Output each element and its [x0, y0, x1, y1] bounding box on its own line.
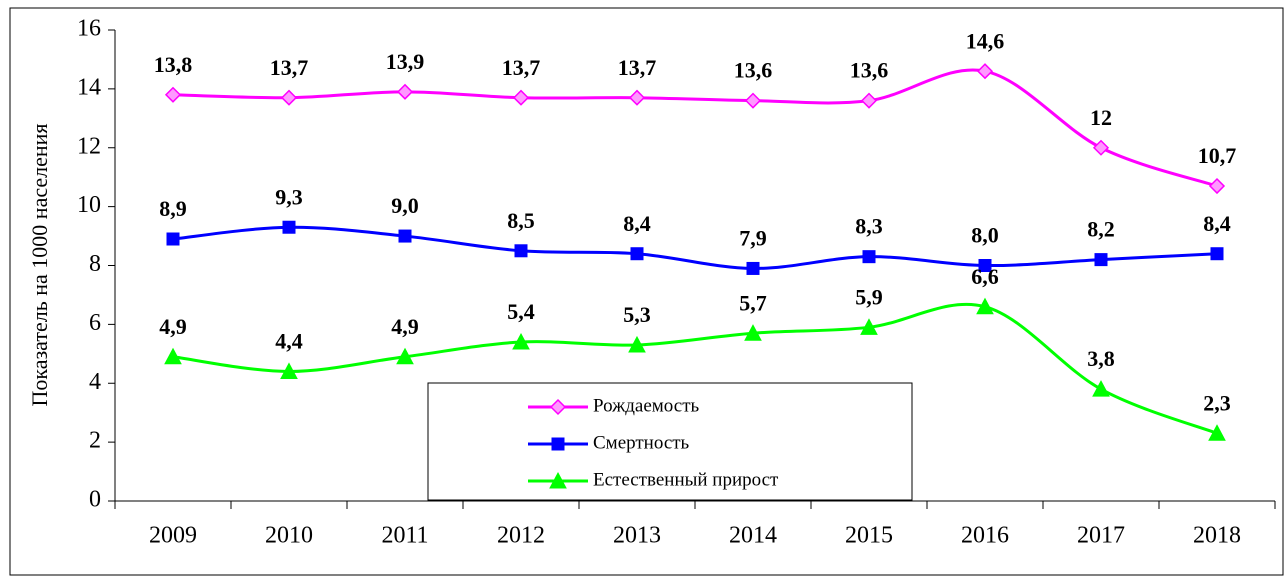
data-label: 5,9 [855, 284, 883, 309]
point [1092, 380, 1110, 397]
data-label: 7,9 [739, 225, 767, 250]
x-tick-label: 2009 [149, 523, 197, 549]
y-axis-label: Показатель на 1000 населения [27, 123, 52, 406]
data-label: 14,6 [966, 28, 1005, 53]
point [860, 318, 878, 335]
x-tick-label: 2013 [613, 523, 661, 549]
data-label: 5,4 [507, 299, 535, 324]
y-tick-label: 0 [89, 487, 101, 513]
data-label: 13,7 [270, 55, 309, 80]
legend-label: Естественный прирост [593, 469, 779, 490]
x-tick-label: 2010 [265, 523, 313, 549]
legend-label: Смертность [593, 432, 690, 453]
x-tick-label: 2012 [497, 523, 545, 549]
series-line [172, 302, 1218, 435]
data-label: 13,7 [618, 55, 657, 80]
data-label: 8,5 [507, 208, 535, 233]
series-line [172, 68, 1218, 188]
data-label: 13,7 [502, 55, 541, 80]
data-label: 2,3 [1203, 390, 1231, 415]
legend-marker [549, 398, 567, 416]
data-label: 5,7 [739, 290, 767, 315]
point [1208, 424, 1226, 441]
x-tick-label: 2014 [729, 523, 777, 549]
data-label: 8,3 [855, 214, 883, 239]
data-label: 8,4 [623, 211, 651, 236]
data-label: 5,3 [623, 302, 651, 327]
y-tick-label: 8 [89, 251, 101, 277]
point [860, 92, 878, 109]
legend-marker [551, 437, 565, 451]
point [164, 347, 182, 365]
point [976, 63, 994, 80]
point [746, 261, 760, 275]
point [1208, 177, 1226, 195]
point [166, 232, 180, 246]
point [280, 89, 298, 106]
point [630, 247, 644, 261]
point [744, 92, 762, 109]
point [282, 220, 296, 234]
x-tick-label: 2018 [1193, 523, 1241, 549]
data-label: 8,9 [159, 196, 187, 221]
point [512, 332, 530, 350]
point [628, 89, 646, 106]
data-label: 8,2 [1087, 217, 1115, 242]
data-label: 4,9 [391, 314, 419, 339]
point [1210, 247, 1224, 261]
data-label: 12 [1090, 105, 1112, 130]
data-label: 13,6 [850, 58, 889, 83]
data-label: 4,9 [159, 314, 187, 339]
point [396, 347, 414, 365]
data-label: 3,8 [1087, 346, 1115, 371]
point [164, 86, 182, 103]
point [744, 324, 762, 341]
data-label: 8,0 [971, 223, 999, 248]
y-tick-label: 4 [89, 369, 101, 395]
x-tick-label: 2016 [961, 523, 1009, 549]
data-label: 9,3 [275, 184, 303, 209]
x-tick-label: 2017 [1077, 523, 1125, 549]
data-label: 8,4 [1203, 211, 1231, 236]
point [628, 335, 646, 353]
point [280, 362, 298, 379]
data-label: 13,6 [734, 58, 773, 83]
point [396, 83, 414, 100]
data-label: 6,6 [971, 264, 999, 289]
y-tick-label: 16 [77, 16, 101, 42]
point [512, 89, 530, 106]
point [398, 229, 412, 243]
y-tick-label: 6 [89, 310, 101, 336]
point [862, 250, 876, 264]
legend-label: Рождаемость [593, 395, 700, 416]
series-line [172, 225, 1218, 270]
legend-marker [549, 471, 567, 489]
point [1094, 253, 1108, 267]
y-tick-label: 14 [77, 74, 101, 100]
point [976, 297, 994, 315]
data-label: 10,7 [1198, 143, 1237, 168]
data-label: 13,8 [154, 52, 193, 77]
legend-box [427, 382, 913, 501]
point [514, 244, 528, 258]
point [978, 259, 992, 272]
y-tick-label: 10 [77, 192, 101, 218]
x-tick-label: 2015 [845, 523, 893, 549]
y-tick-label: 12 [77, 133, 101, 159]
point [1092, 139, 1110, 156]
data-label: 13,9 [386, 49, 425, 74]
data-label: 4,4 [275, 329, 303, 354]
x-tick-label: 2011 [381, 523, 428, 549]
data-label: 9,0 [391, 193, 419, 218]
y-tick-label: 2 [89, 428, 101, 454]
